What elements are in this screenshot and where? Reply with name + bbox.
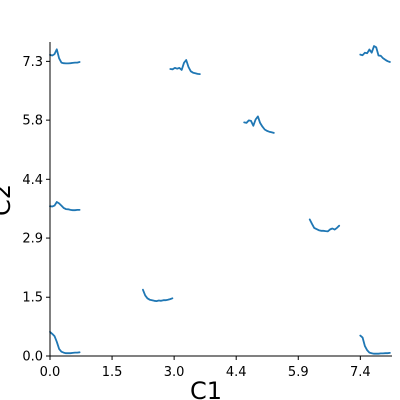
glyph-curve: [141, 288, 174, 303]
x-tick-label: 7.4: [350, 365, 371, 380]
y-tick-label: 4.4: [22, 173, 43, 188]
x-ticks: 0.0 1.5 3.0 4.4 5.9 7.4: [40, 356, 371, 380]
y-tick-label: 7.3: [22, 55, 43, 70]
y-tick-label: 1.5: [22, 291, 43, 306]
glyph-curve: [49, 48, 81, 65]
glyph-layer: [49, 45, 391, 355]
glyph-curve: [243, 115, 275, 134]
x-tick-label: 5.9: [288, 365, 309, 380]
x-tick-label: 3.0: [164, 365, 185, 380]
glyph-curve: [359, 334, 391, 355]
glyph-curve: [49, 330, 81, 355]
y-tick-label: 2.9: [22, 232, 43, 247]
y-axis-label: C2: [0, 184, 16, 216]
y-ticks: 0.0 1.5 2.9 4.4 5.8 7.3: [22, 55, 50, 365]
x-tick-label: 0.0: [40, 365, 61, 380]
glyph-curve: [308, 218, 341, 233]
glyph-curve: [169, 59, 201, 75]
glyph-curve: [49, 201, 81, 212]
y-tick-label: 0.0: [22, 350, 43, 365]
y-tick-label: 5.8: [22, 114, 43, 129]
x-axis-label: C1: [190, 377, 222, 400]
x-tick-label: 4.4: [226, 365, 247, 380]
glyph-curve: [359, 45, 391, 63]
x-tick-label: 1.5: [102, 365, 123, 380]
